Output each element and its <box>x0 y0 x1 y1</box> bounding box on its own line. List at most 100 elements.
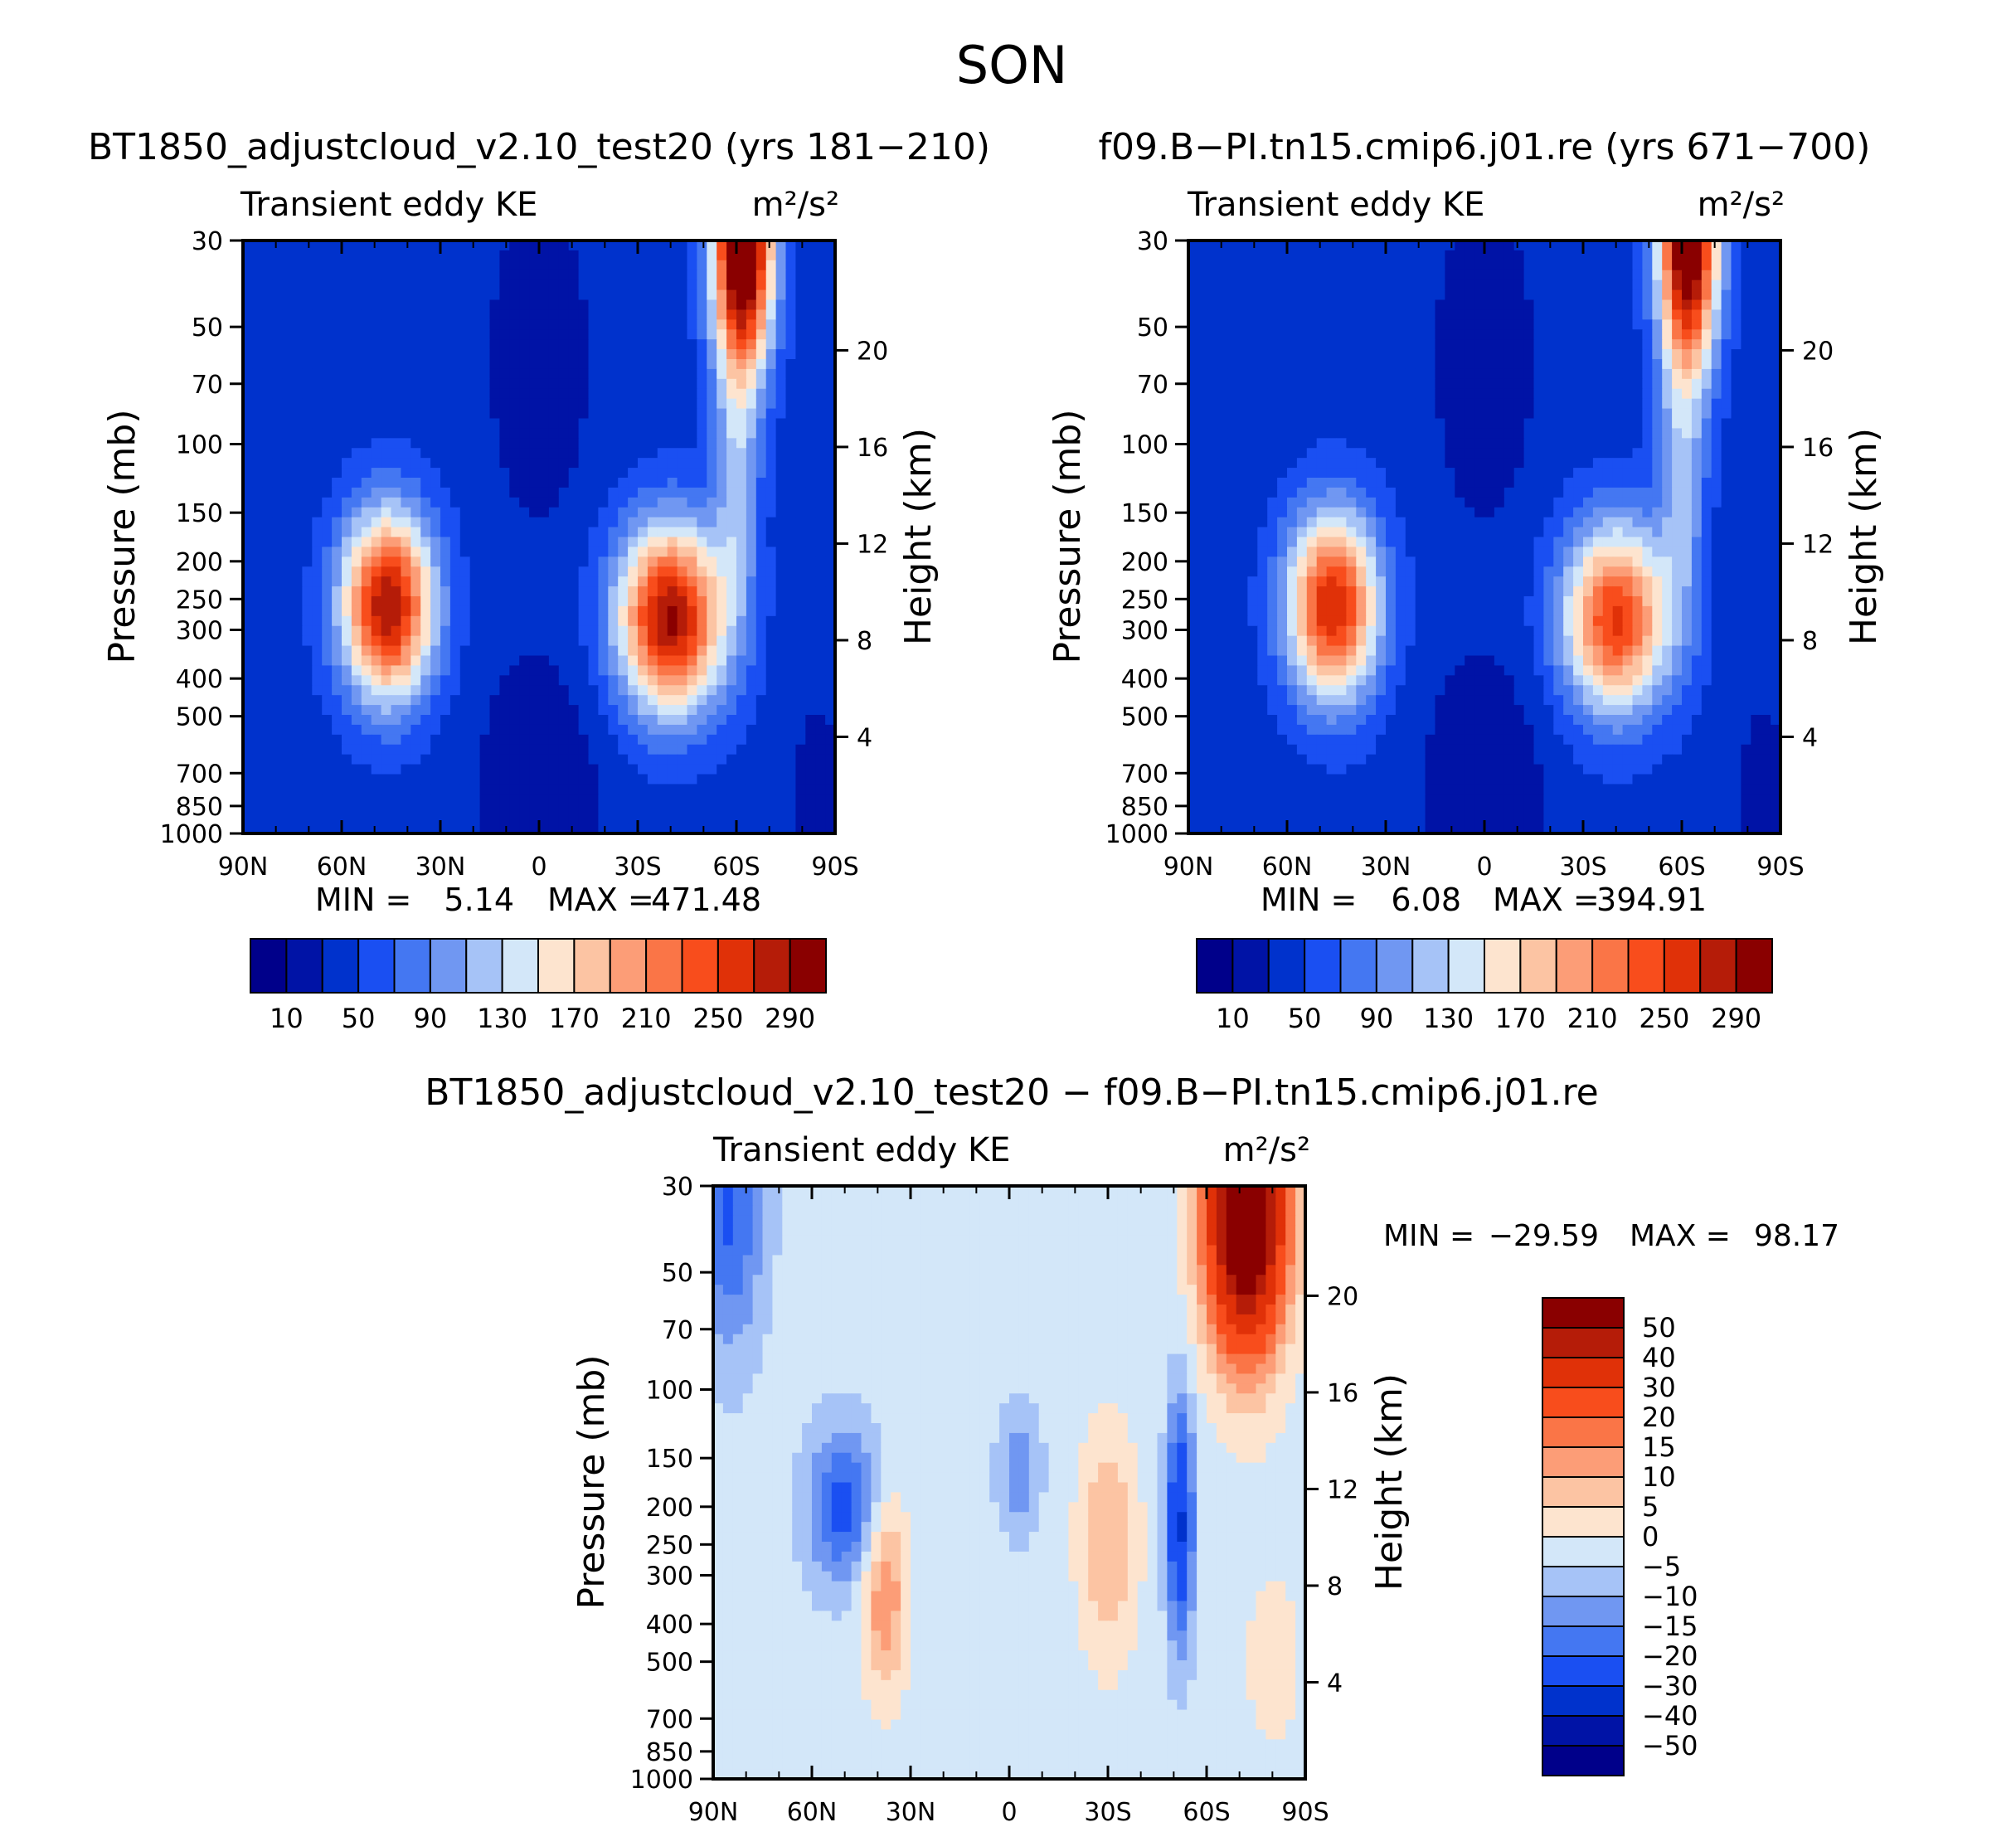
contour-cell <box>717 556 727 567</box>
contour-cell <box>1771 319 1781 330</box>
contour-cell <box>598 339 609 350</box>
contour-cell <box>262 655 274 667</box>
contour-cell <box>262 605 274 617</box>
contour-cell <box>785 596 796 607</box>
contour-cell <box>252 279 264 291</box>
contour-cell <box>262 468 274 479</box>
contour-cell <box>499 824 510 834</box>
contour-cell <box>1455 378 1465 390</box>
contour-cell <box>1296 438 1308 449</box>
contour-cell <box>825 547 836 557</box>
contour-cell <box>469 605 481 617</box>
contour-cell <box>647 349 658 360</box>
contour-cell <box>351 299 362 311</box>
contour-cell <box>302 605 313 617</box>
contour-cell <box>755 764 767 775</box>
contour-cell <box>1573 408 1584 420</box>
contour-cell <box>381 804 392 814</box>
contour-cell <box>489 478 500 488</box>
contour-cell <box>795 814 806 824</box>
contour-cell <box>687 468 697 479</box>
contour-cell <box>548 615 560 627</box>
contour-cell <box>332 260 342 271</box>
contour-cell <box>717 428 727 439</box>
contour-cell <box>252 270 264 281</box>
contour-cell <box>548 487 560 498</box>
contour-cell <box>1513 368 1525 380</box>
contour-cell <box>243 556 254 567</box>
contour-cell <box>1652 359 1663 370</box>
contour-cell <box>618 635 629 647</box>
contour-cell <box>322 250 333 261</box>
contour-cell <box>371 774 382 785</box>
contour-cell <box>529 705 540 716</box>
contour-cell <box>647 527 658 538</box>
contour-cell <box>440 685 451 696</box>
contour-cell <box>638 635 649 647</box>
contour-cell <box>459 774 471 785</box>
contour-cell <box>312 655 323 667</box>
contour-cell <box>785 754 796 765</box>
contour-cell <box>252 576 264 587</box>
contour-cell <box>252 359 264 370</box>
contour-cell <box>1523 438 1535 449</box>
contour-cell <box>1227 418 1239 430</box>
contour-cell <box>1721 289 1732 301</box>
contour-cell <box>1761 398 1771 410</box>
contour-cell <box>272 754 284 765</box>
contour-cell <box>1227 359 1239 370</box>
contour-cell <box>707 299 717 311</box>
contour-cell <box>736 497 747 508</box>
contour-cell <box>420 615 431 627</box>
contour-cell <box>548 576 560 587</box>
contour-cell <box>459 468 471 479</box>
contour-cell <box>401 824 411 834</box>
contour-cell <box>707 250 717 261</box>
contour-cell <box>529 478 540 488</box>
contour-cell <box>588 635 599 647</box>
contour-cell <box>1761 241 1771 251</box>
contour-cell <box>1553 388 1564 400</box>
contour-cell <box>1711 309 1722 320</box>
contour-cell <box>292 517 303 528</box>
contour-cell <box>815 705 826 716</box>
contour-cell <box>1691 359 1703 370</box>
contour-cell <box>1741 388 1751 400</box>
contour-cell <box>1197 388 1209 400</box>
contour-cell <box>292 655 303 667</box>
contour-cell <box>459 241 471 251</box>
contour-cell <box>1672 349 1683 360</box>
contour-cell <box>1484 428 1495 439</box>
contour-cell <box>252 448 264 459</box>
contour-cell <box>548 497 560 508</box>
contour-cell <box>598 329 609 340</box>
contour-cell <box>1257 448 1268 459</box>
contour-cell <box>529 784 540 794</box>
contour-cell <box>805 527 816 538</box>
contour-cell <box>430 547 441 557</box>
contour-cell <box>1277 408 1288 420</box>
contour-cell <box>618 685 629 696</box>
contour-cell <box>1405 250 1416 261</box>
contour-cell <box>657 744 668 756</box>
contour-cell <box>578 547 590 557</box>
contour-cell <box>312 527 323 538</box>
contour-cell <box>1346 378 1357 390</box>
contour-cell <box>785 527 796 538</box>
contour-cell <box>657 655 668 667</box>
contour-cell <box>272 556 284 567</box>
contour-cell <box>1386 260 1397 271</box>
contour-cell <box>677 329 688 340</box>
contour-cell <box>371 705 382 716</box>
contour-cell <box>717 764 727 775</box>
lat-tick-label: 90S <box>811 853 858 882</box>
contour-cell <box>657 734 668 746</box>
contour-cell <box>312 705 323 716</box>
contour-cell <box>272 438 284 449</box>
contour-cell <box>519 675 530 686</box>
contour-cell <box>322 359 333 370</box>
contour-cell <box>1356 408 1367 420</box>
contour-cell <box>785 685 796 696</box>
contour-cell <box>1701 241 1712 251</box>
contour-cell <box>1533 270 1544 281</box>
